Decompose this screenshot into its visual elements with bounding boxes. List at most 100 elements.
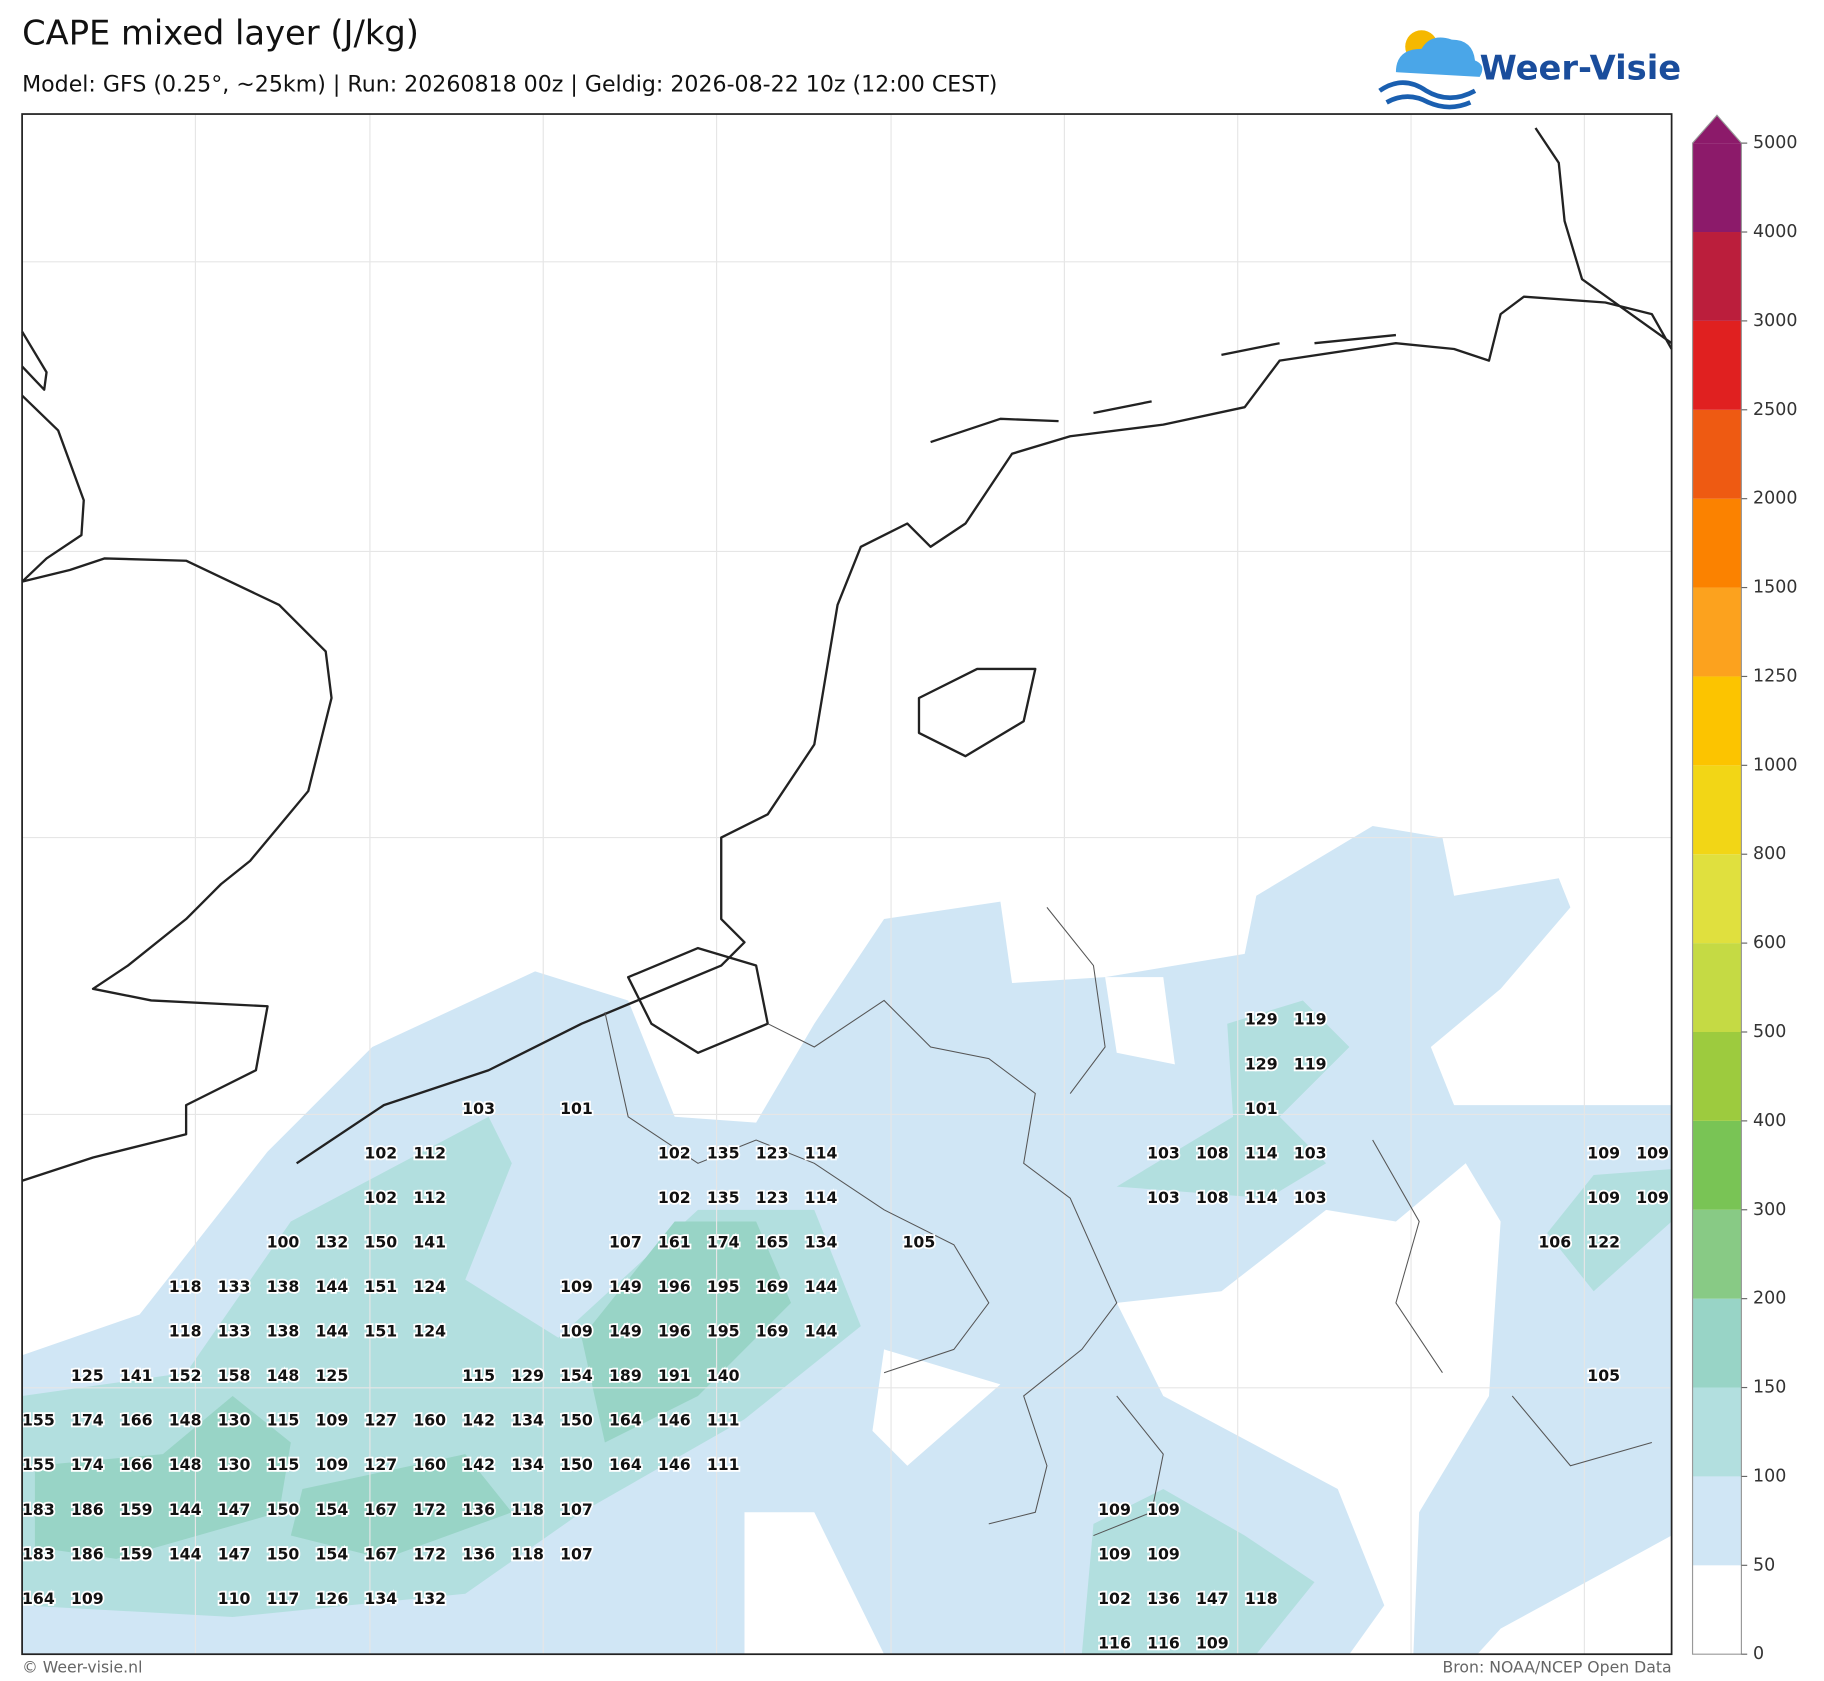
cape-label: 159 [120,1544,153,1563]
cape-label: 107 [560,1500,593,1519]
coastline-uk [21,330,333,1182]
cape-label: 129 [511,1366,544,1385]
cape-label: 134 [805,1232,838,1251]
colorbar-tick-label: 1000 [1753,755,1797,775]
cape-label: 109 [316,1411,349,1430]
logo-waves [1378,80,1477,110]
cape-label: 109 [1636,1188,1669,1207]
cape-label: 166 [120,1411,153,1430]
cape-label: 108 [1196,1143,1229,1162]
cape-label: 174 [71,1455,104,1474]
colorbar-tick-label: 2000 [1753,489,1797,509]
cape-label: 183 [22,1500,55,1519]
cape-label: 109 [1587,1143,1620,1162]
cape-label: 109 [1636,1143,1669,1162]
cape-label: 109 [71,1589,104,1608]
cape-label: 119 [1294,1010,1327,1029]
cape-label: 140 [707,1366,740,1385]
cape-label: 100 [267,1232,300,1251]
cape-label: 136 [462,1544,495,1563]
colorbar-segment [1692,1387,1742,1477]
cape-below-50 [744,977,1175,1655]
cape-label: 102 [658,1188,691,1207]
colorbar-segment [1692,854,1742,944]
cape-label: 167 [364,1500,397,1519]
cape-label: 166 [120,1455,153,1474]
cape-label: 144 [805,1277,838,1296]
cape-label: 149 [609,1277,642,1296]
cape-label: 134 [511,1411,544,1430]
borders [604,907,1652,1537]
cape-label: 186 [71,1544,104,1563]
colorbar-segment [1692,232,1742,321]
cape-label: 135 [707,1188,740,1207]
colorbar-tick-label: 5000 [1753,133,1797,153]
cape-label: 109 [1147,1544,1180,1563]
cape-label: 109 [1147,1500,1180,1519]
cape-label: 150 [267,1544,300,1563]
cape-label: 123 [756,1143,789,1162]
cape-label: 189 [609,1366,642,1385]
colorbar: 0 50 100 150 200 300 400 500 600 800 1000 1250 1500 2… [1691,114,1797,1664]
colorbar-segment [1692,1298,1742,1388]
cape-label: 174 [707,1232,740,1251]
cape-label: 154 [316,1500,349,1519]
colorbar-tick-label: 3000 [1753,311,1797,331]
cape-label: 142 [462,1411,495,1430]
colorbar-segment [1692,1476,1742,1566]
cape-label: 116 [1147,1633,1180,1652]
colorbar-tick-label: 600 [1753,933,1786,953]
cape-label: 115 [267,1411,300,1430]
cape-label: 125 [316,1366,349,1385]
cape-label: 183 [22,1544,55,1563]
cape-label: 154 [560,1366,593,1385]
cape-label: 141 [120,1366,153,1385]
footer-source: Bron: NOAA/NCEP Open Data [1443,1658,1672,1677]
cape-label: 136 [462,1500,495,1519]
cape-label: 101 [1245,1099,1278,1118]
cape-label: 103 [1294,1188,1327,1207]
cape-label: 107 [609,1232,642,1251]
cape-label: 109 [1098,1500,1131,1519]
map: 129 119 129 119 103 101 101 102 112 102 135 123 114 1… [20,113,1673,1656]
cape-label: 172 [413,1500,446,1519]
cape-label: 132 [316,1232,349,1251]
colorbar-segment [1692,1120,1742,1210]
cape-label: 132 [413,1589,446,1608]
cape-label: 186 [71,1500,104,1519]
cape-label: 148 [169,1411,202,1430]
cape-label: 149 [609,1322,642,1341]
cape-label: 105 [902,1232,935,1251]
colorbar-tick-label: 400 [1753,1111,1786,1131]
colorbar-tick-label: 300 [1753,1200,1786,1220]
cape-label: 174 [71,1411,104,1430]
cape-label: 142 [462,1455,495,1474]
cape-label: 118 [1245,1589,1278,1608]
cape-label: 151 [364,1322,397,1341]
cape-label: 129 [1245,1010,1278,1029]
cape-label: 114 [1245,1143,1278,1162]
cape-label: 146 [658,1411,691,1430]
cape-label: 195 [707,1277,740,1296]
cape-label: 159 [120,1500,153,1519]
colorbar-tick-label: 500 [1753,1022,1786,1042]
cape-label: 146 [658,1455,691,1474]
cape-label: 114 [805,1143,838,1162]
cape-label: 122 [1587,1232,1620,1251]
cape-label: 114 [1245,1188,1278,1207]
cape-label: 165 [756,1232,789,1251]
cape-label: 133 [218,1322,251,1341]
cape-label: 118 [511,1544,544,1563]
cape-label: 141 [413,1232,446,1251]
cape-label: 135 [707,1143,740,1162]
map-frame [21,113,1673,1656]
cape-label: 150 [560,1455,593,1474]
cape-label: 114 [805,1188,838,1207]
colorbar-segment [1692,765,1742,855]
cape-label: 150 [364,1232,397,1251]
colorbar-tick-label: 800 [1753,844,1786,864]
cape-label: 130 [218,1455,251,1474]
cape-label: 103 [1147,1143,1180,1162]
